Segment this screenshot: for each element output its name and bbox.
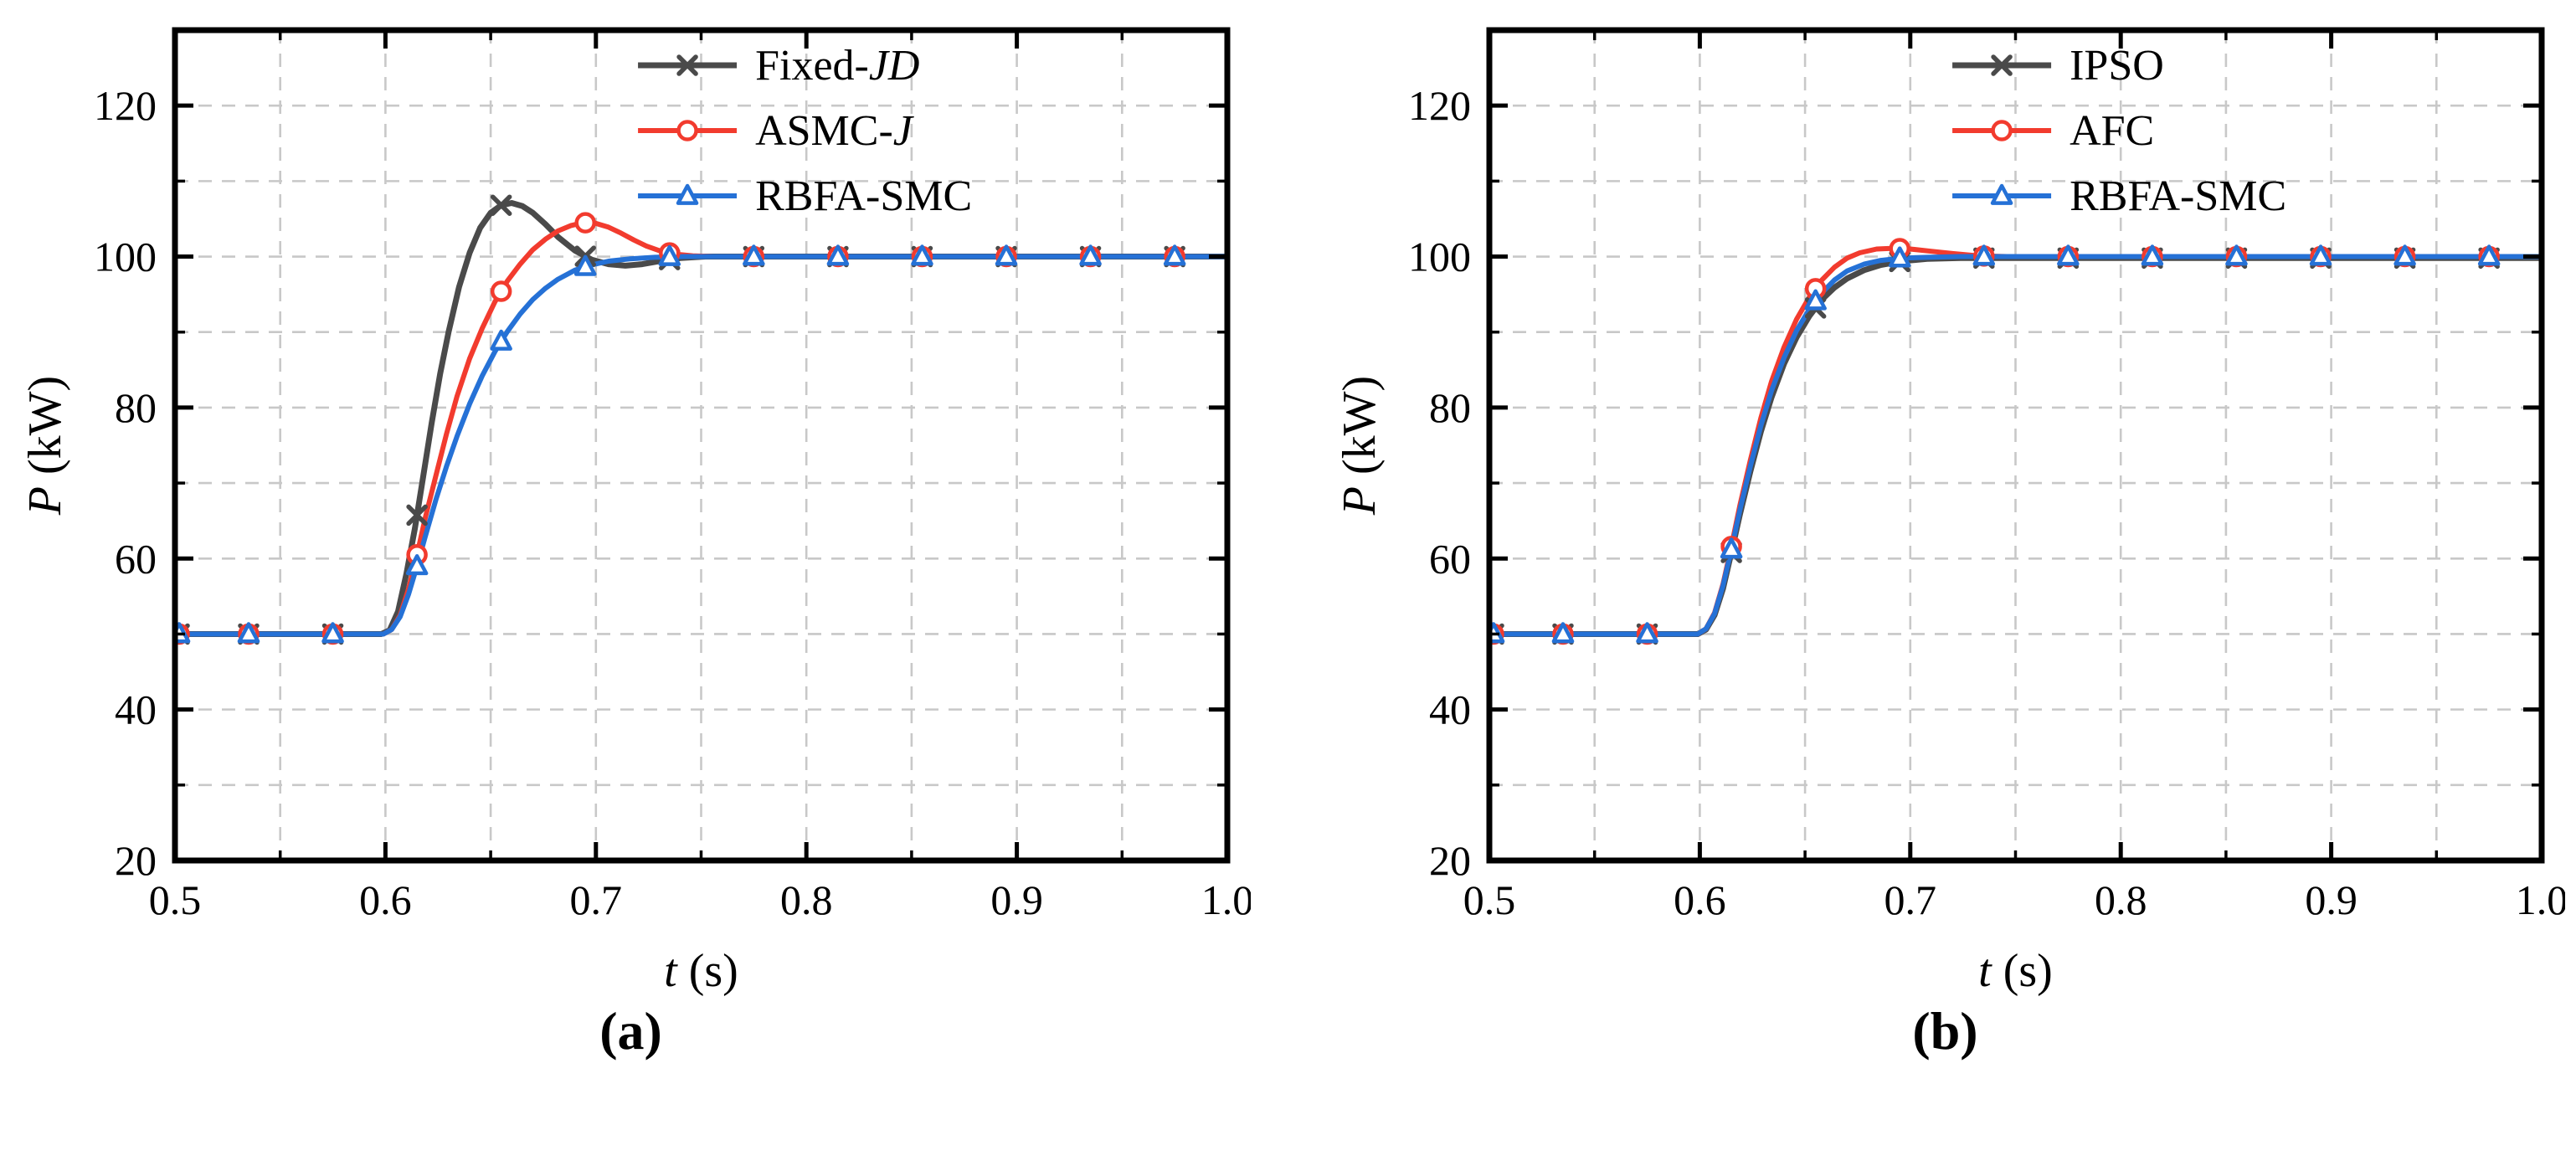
svg-text:40: 40 bbox=[115, 686, 157, 733]
svg-text:20: 20 bbox=[1429, 837, 1471, 884]
svg-text:0.7: 0.7 bbox=[569, 876, 622, 923]
svg-text:0.8: 0.8 bbox=[2094, 876, 2147, 923]
chart-b-caption: (b) bbox=[1912, 1001, 1978, 1061]
svg-text:100: 100 bbox=[1408, 234, 1471, 280]
svg-text:AFC: AFC bbox=[2070, 107, 2154, 155]
svg-text:0.9: 0.9 bbox=[990, 876, 1043, 923]
chart-a-canvas: 0.5 0.6 0.7 0.8 0.9 1.0 20 40 60 80 100 120 t (s) P (… bbox=[19, 27, 1251, 997]
svg-text:RBFA-SMC: RBFA-SMC bbox=[755, 172, 972, 220]
svg-text:0.6: 0.6 bbox=[1674, 876, 1725, 923]
svg-text:0.9: 0.9 bbox=[2305, 876, 2357, 923]
svg-text:120: 120 bbox=[94, 82, 157, 129]
svg-text:0.5: 0.5 bbox=[148, 876, 201, 923]
chart-panel-a: 0.5 0.6 0.7 0.8 0.9 1.0 20 40 60 80 100 120 t (s) P (… bbox=[12, 5, 1251, 1062]
svg-text:0.6: 0.6 bbox=[359, 876, 412, 923]
svg-text:P (kW): P (kW) bbox=[19, 376, 71, 516]
svg-text:0.7: 0.7 bbox=[1884, 876, 1936, 923]
svg-text:IPSO: IPSO bbox=[2070, 42, 2164, 90]
svg-text:60: 60 bbox=[115, 535, 157, 582]
svg-text:80: 80 bbox=[115, 384, 157, 431]
chart-a-caption: (a) bbox=[599, 1001, 662, 1061]
chart-b-canvas: 0.5 0.6 0.7 0.8 0.9 1.0 20 40 60 80 100 120 t (s) P (… bbox=[1334, 27, 2565, 997]
svg-text:1.0: 1.0 bbox=[2515, 876, 2564, 923]
svg-text:0.5: 0.5 bbox=[1463, 876, 1515, 923]
svg-text:40: 40 bbox=[1429, 686, 1471, 733]
svg-text:t (s): t (s) bbox=[1978, 945, 2053, 997]
svg-text:80: 80 bbox=[1429, 384, 1471, 431]
svg-text:P (kW): P (kW) bbox=[1334, 376, 1386, 516]
chart-panel-b: 0.5 0.6 0.7 0.8 0.9 1.0 20 40 60 80 100 120 t (s) P (… bbox=[1326, 5, 2565, 1062]
svg-text:1.0: 1.0 bbox=[1201, 876, 1250, 923]
svg-text:20: 20 bbox=[115, 837, 157, 884]
svg-text:100: 100 bbox=[94, 234, 157, 280]
svg-text:0.8: 0.8 bbox=[779, 876, 832, 923]
svg-text:Fixed-JD: Fixed-JD bbox=[755, 42, 919, 90]
svg-text:60: 60 bbox=[1429, 535, 1471, 582]
svg-text:ASMC-J: ASMC-J bbox=[755, 107, 915, 155]
svg-text:120: 120 bbox=[1408, 82, 1471, 129]
svg-text:t (s): t (s) bbox=[664, 945, 738, 997]
svg-text:RBFA-SMC: RBFA-SMC bbox=[2070, 172, 2286, 220]
